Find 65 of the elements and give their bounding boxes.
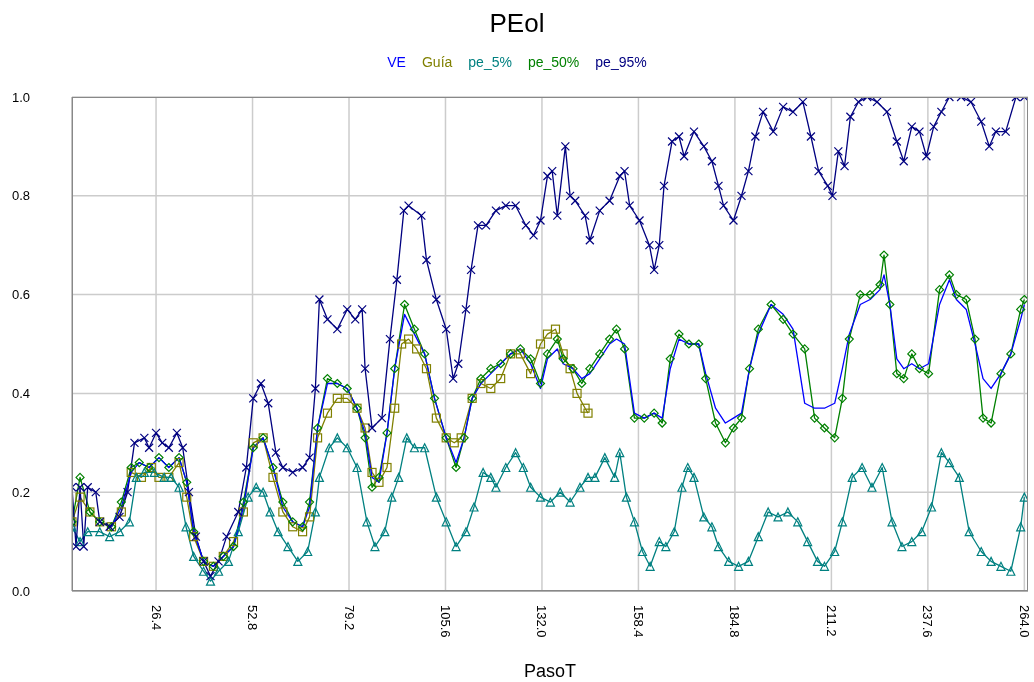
y-tick-label: 0.0 xyxy=(12,583,31,599)
text: Guía xyxy=(421,54,453,70)
x-tick-label: 158.4 xyxy=(630,605,646,638)
point xyxy=(298,527,308,537)
x-tick-label: 52.8 xyxy=(245,605,261,631)
point xyxy=(526,369,536,379)
point xyxy=(572,388,582,398)
point xyxy=(268,472,278,482)
y-tick-label: 0.2 xyxy=(12,484,31,500)
point xyxy=(238,507,248,517)
y-tick-label: 1.0 xyxy=(12,89,31,105)
point xyxy=(558,349,568,359)
y-tick-label: 0.4 xyxy=(12,385,31,401)
point xyxy=(412,344,422,354)
point xyxy=(75,492,85,502)
y-tick-label: 0.6 xyxy=(12,287,31,303)
x-tick-label: 237.6 xyxy=(920,605,936,638)
point xyxy=(248,438,258,448)
point xyxy=(515,349,525,359)
x-axis-title: PasoT xyxy=(523,661,577,682)
point xyxy=(583,408,593,418)
point xyxy=(278,507,288,517)
point xyxy=(374,477,384,487)
x-tick-label: 26.4 xyxy=(148,605,164,631)
point xyxy=(580,403,590,413)
point xyxy=(390,403,400,413)
y-tick-label: 0.8 xyxy=(12,188,31,204)
point xyxy=(550,324,561,334)
point xyxy=(126,467,136,478)
point xyxy=(486,383,496,394)
x-tick-label: 211.2 xyxy=(823,605,839,637)
point xyxy=(542,329,553,339)
point xyxy=(228,537,239,547)
point xyxy=(360,423,370,433)
point xyxy=(535,339,546,349)
point xyxy=(382,462,392,473)
point xyxy=(476,378,486,389)
x-tick-label: 105.6 xyxy=(437,605,453,638)
point xyxy=(116,507,126,517)
point xyxy=(431,413,441,423)
x-tick-label: 79.2 xyxy=(341,605,357,631)
point xyxy=(312,433,323,443)
point xyxy=(397,339,407,349)
text: pe_5% xyxy=(468,54,512,70)
point xyxy=(403,334,414,344)
point xyxy=(421,364,432,374)
point xyxy=(154,472,164,482)
point xyxy=(322,408,333,418)
text: pe_50% xyxy=(527,54,580,70)
point xyxy=(449,438,459,448)
x-tick-label: 264.0 xyxy=(1016,605,1032,638)
point xyxy=(174,457,184,468)
point xyxy=(136,472,147,482)
point xyxy=(367,467,377,478)
point xyxy=(332,393,342,403)
text: pe_95% xyxy=(595,54,647,70)
x-tick-label: 184.8 xyxy=(727,605,743,638)
text: VE xyxy=(387,54,406,70)
point xyxy=(304,512,315,522)
point xyxy=(182,492,192,502)
point xyxy=(496,373,506,384)
chart-title: PEol xyxy=(488,8,546,39)
point xyxy=(288,522,298,532)
point xyxy=(342,393,352,403)
x-tick-label: 132.0 xyxy=(534,605,550,638)
